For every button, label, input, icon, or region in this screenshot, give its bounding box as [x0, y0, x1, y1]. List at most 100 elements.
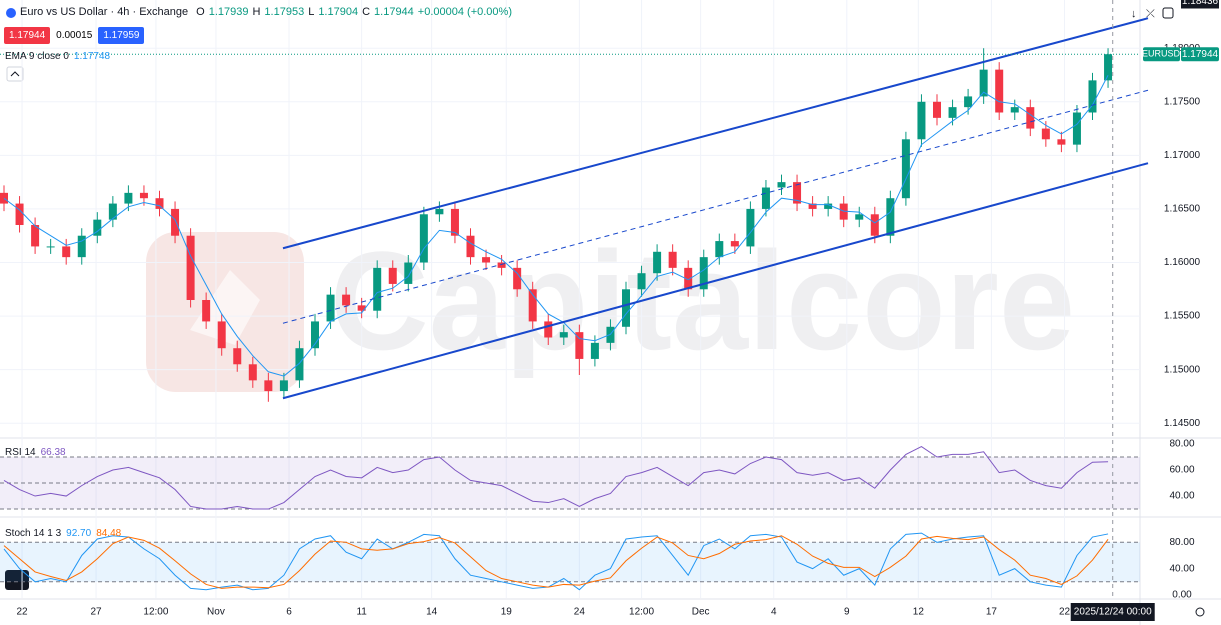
candle-body [653, 251, 662, 274]
symbol-label: EURUSD [1142, 49, 1181, 59]
candle-body [124, 192, 133, 204]
ohlc-value: 1.17939 [208, 6, 249, 18]
candle-body [482, 257, 491, 263]
y-tick-label: 1.16000 [1164, 257, 1201, 268]
candle-body [46, 246, 55, 248]
candle-body [450, 208, 459, 236]
candle-body [730, 241, 739, 247]
title: Euro vs US Dollar · 4h · Exchange [20, 6, 189, 18]
x-tick-label: 12:00 [143, 607, 168, 618]
candle-body [171, 208, 180, 236]
candle-body [1010, 107, 1019, 113]
x-tick-label: 22 [1059, 607, 1071, 618]
change: +0.00004 (+0.00%) [417, 6, 512, 18]
candle-body [761, 187, 770, 209]
ohlc-key: L [308, 6, 315, 18]
candle-body [1104, 54, 1113, 81]
candle-body [684, 267, 693, 290]
rsi-line [3, 446, 1109, 510]
candle-body [839, 203, 848, 220]
candle-body [933, 101, 941, 118]
rsi-legend: RSI 14 66.38 [5, 447, 66, 458]
ema-value: 1.17748 [73, 51, 111, 62]
candle-body [279, 380, 288, 392]
candle-body [15, 203, 24, 225]
price-badge [1181, 47, 1219, 62]
y-tick-label: 1.15500 [1164, 311, 1201, 322]
candle-body [917, 101, 926, 140]
x-tick-label: 11 [356, 607, 367, 618]
candle-body [295, 348, 304, 381]
x-tick-label: 4 [771, 607, 777, 618]
watermark-text: Capitalcore [330, 222, 1075, 379]
stoch-tick-label: 40.00 [1169, 563, 1194, 574]
candle-body [233, 348, 242, 365]
y-tick-label: 1.17000 [1164, 150, 1201, 161]
candle-body [497, 262, 506, 268]
rsi-tick-label: 40.00 [1169, 491, 1194, 502]
bid[interactable]: 1.17944 [4, 27, 51, 44]
candle-body [1026, 107, 1035, 129]
candle-body [886, 198, 895, 236]
candle-body [466, 235, 475, 258]
candle-body [388, 267, 397, 284]
icon-collapse[interactable]: ⤫ [1146, 8, 1155, 20]
candle-body [1057, 139, 1066, 145]
y-tick-label: 1.17500 [1164, 96, 1201, 107]
x-tick-label: 12 [913, 607, 925, 618]
toolbar[interactable]: ↓ ⤫ [1131, 7, 1174, 20]
symbol-icon [6, 8, 16, 18]
candle-body [264, 380, 273, 392]
candle-body [559, 332, 568, 338]
crosshair-y-label: 1.18436 [1182, 0, 1219, 7]
watermark-logo-mark [190, 270, 260, 345]
candle-body [93, 219, 102, 236]
candle-body [1041, 128, 1050, 140]
ohlc-key: H [252, 6, 261, 18]
candle-body [108, 203, 117, 220]
ema-line [3, 74, 1109, 377]
candle-body [793, 182, 802, 204]
ema-legend: EMA 9 close 0 1.17748 [5, 51, 110, 62]
quote: 1.17944 0.00015 1.17959 [4, 27, 145, 44]
icon-maximize[interactable] [1162, 7, 1174, 19]
x-tick-label: Nov [207, 607, 225, 618]
ohlc-value: 1.17904 [318, 6, 359, 18]
candle-body [590, 342, 599, 359]
candle-body [777, 182, 786, 188]
candle-body [824, 203, 833, 209]
settings-icon[interactable] [1195, 607, 1205, 617]
icon-down[interactable]: ↓ [1131, 8, 1137, 20]
candle-body [855, 214, 864, 220]
candle-body [948, 107, 957, 118]
x-tick-label: 24 [574, 607, 586, 618]
ask[interactable]: 1.17959 [98, 27, 145, 44]
candle-body [699, 257, 708, 290]
candle-body [139, 192, 148, 199]
stoch-tick-label: 80.00 [1169, 537, 1194, 548]
candle-body [248, 364, 257, 381]
y-tick-label: 1.15000 [1164, 364, 1201, 375]
collapse-button[interactable] [6, 66, 24, 82]
candle-body [513, 267, 522, 290]
candle-body [357, 305, 366, 311]
candle-body [808, 203, 817, 209]
x-tick-label: Dec [692, 607, 710, 618]
x-tick-label: 12:00 [629, 607, 654, 618]
channel-line [282, 17, 1149, 250]
stoch-line [3, 535, 1109, 589]
candle-body [964, 96, 973, 108]
stoch-band [0, 542, 1140, 582]
candle-body [870, 214, 879, 236]
candle-body [979, 69, 988, 97]
candle-body [544, 321, 553, 338]
rsi-name: RSI 14 [5, 447, 36, 458]
tv-logo[interactable] [5, 570, 29, 590]
ohlc-value: 1.17953 [264, 6, 305, 18]
x-tick-label: 9 [844, 607, 850, 618]
x-tick-label: 17 [986, 607, 998, 618]
x-tick-label: 19 [501, 607, 513, 618]
x-tick-label: 6 [286, 607, 292, 618]
candle-body [1088, 80, 1097, 113]
rsi-value: 66.38 [40, 447, 66, 458]
